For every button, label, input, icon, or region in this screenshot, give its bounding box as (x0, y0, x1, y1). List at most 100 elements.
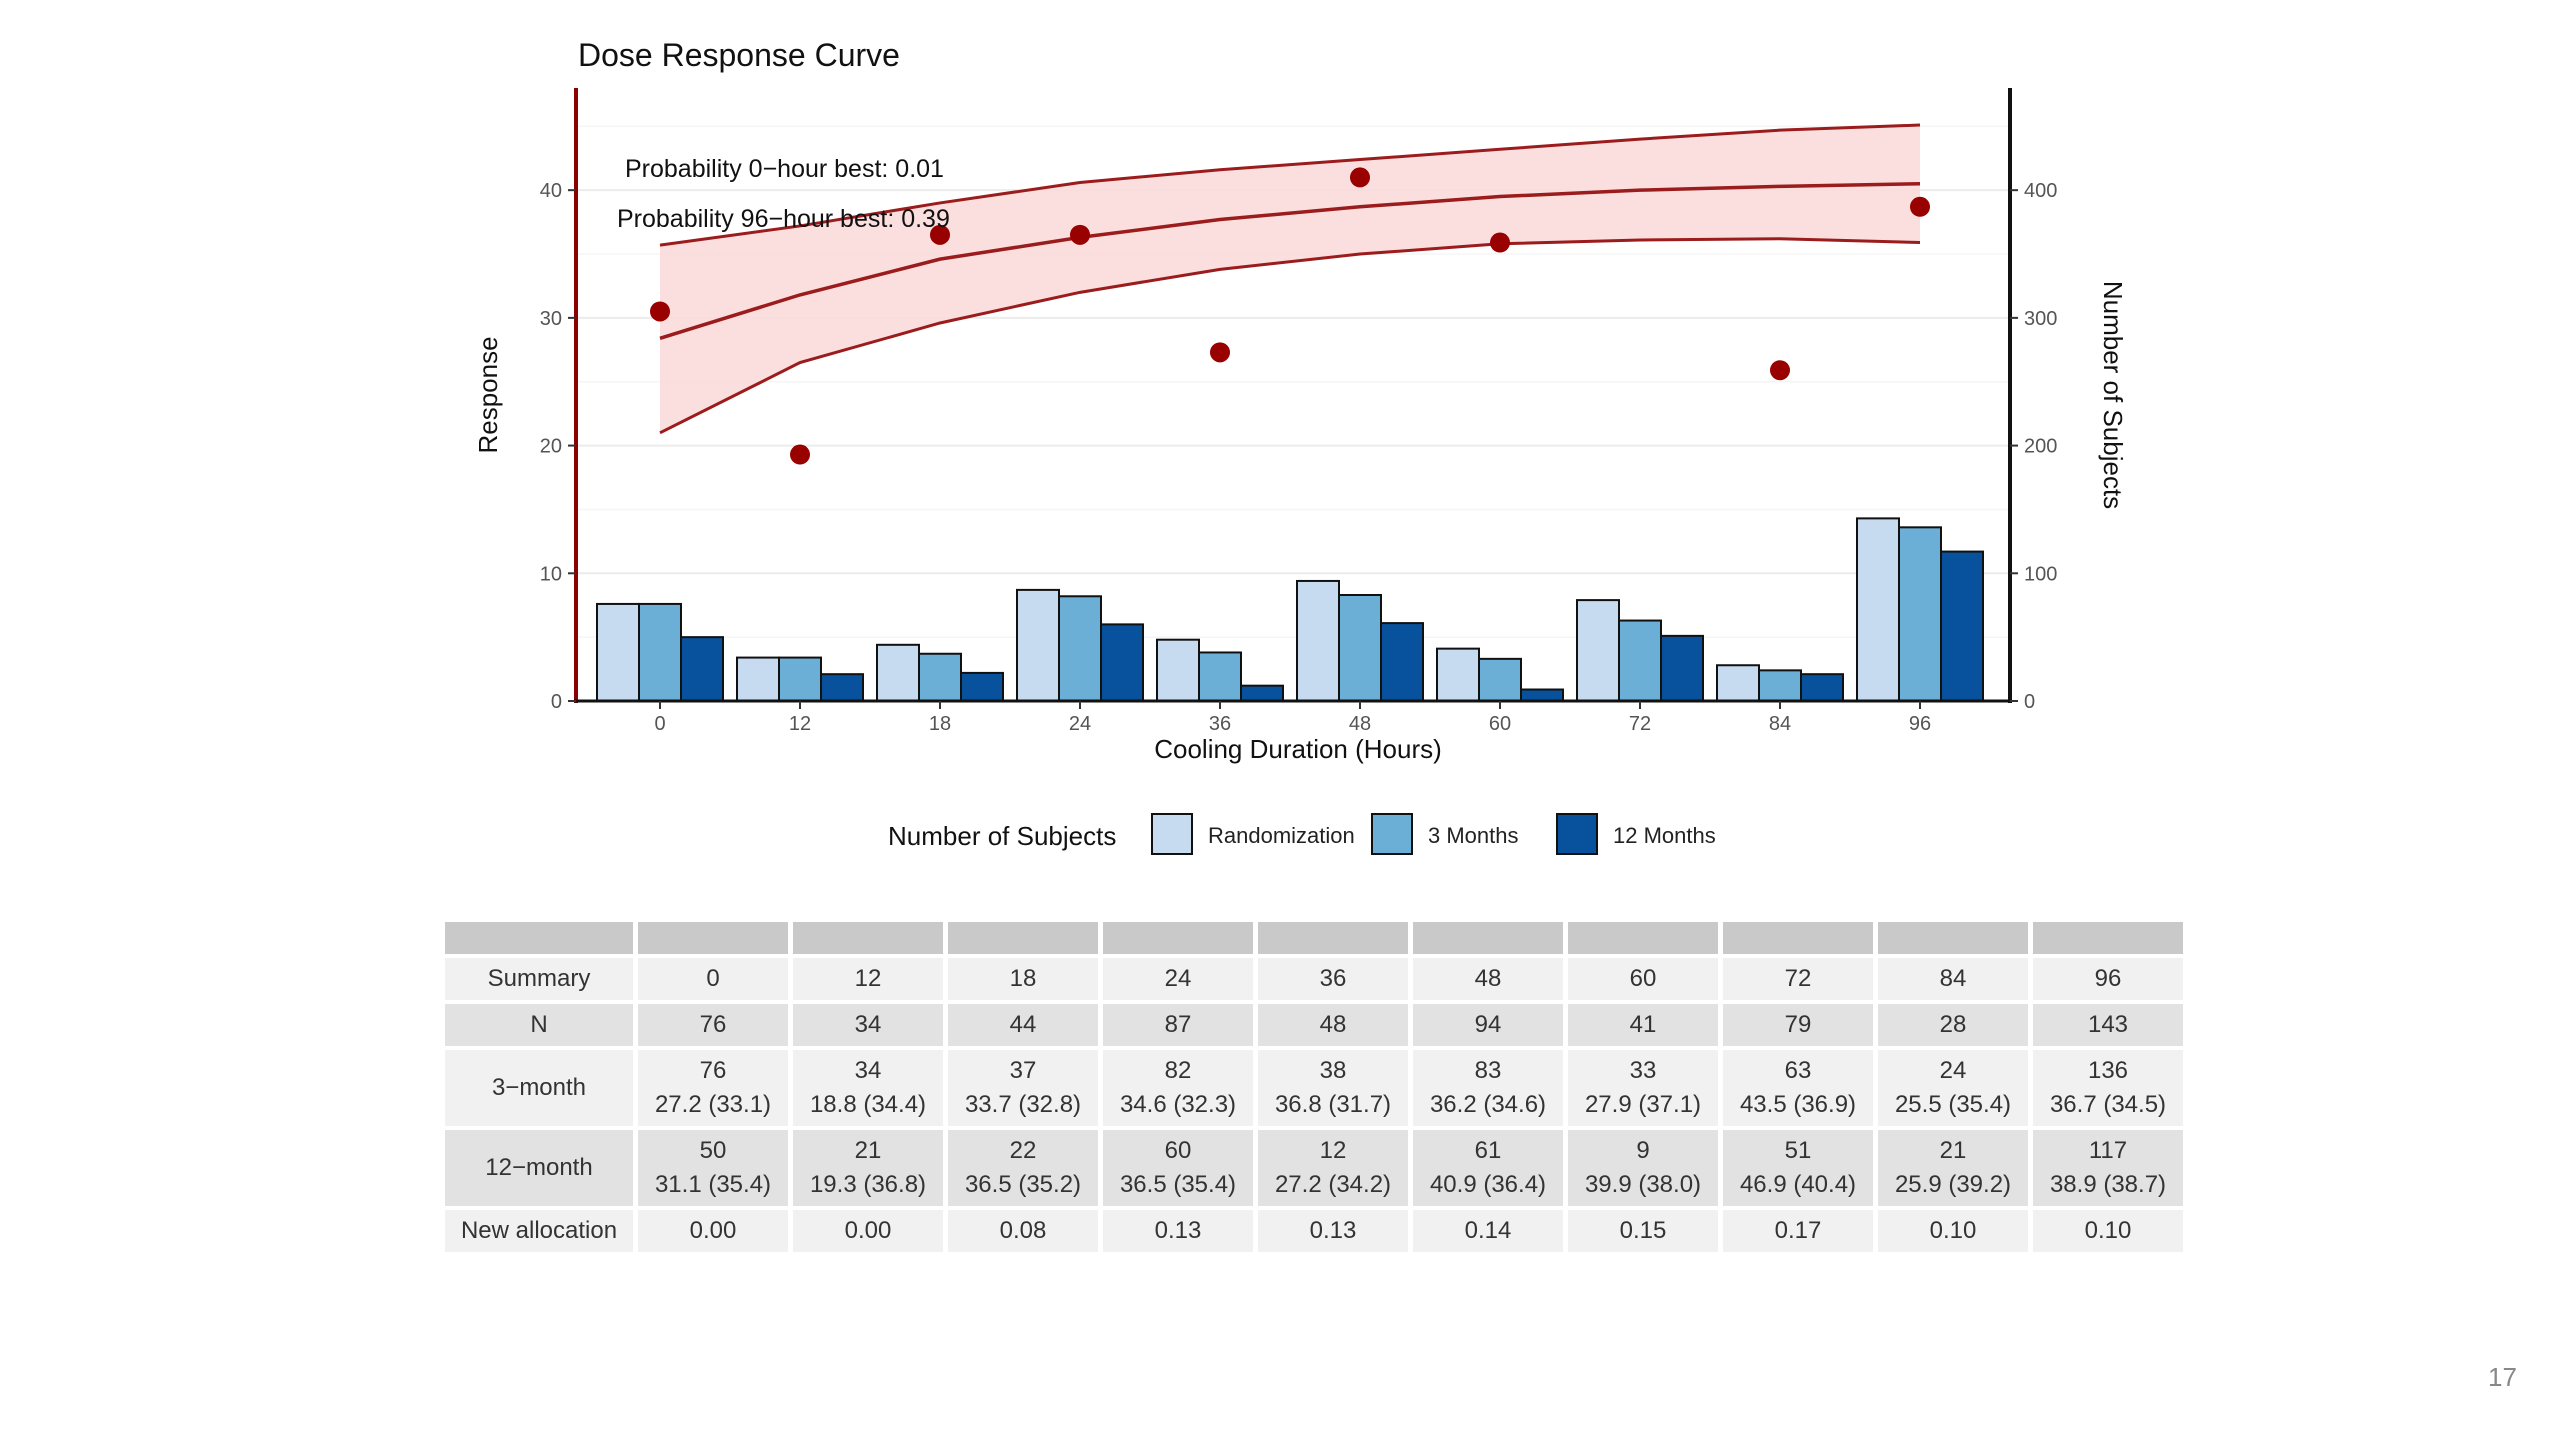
cell-count: 51 (1784, 1137, 1812, 1164)
cell-mean-sd: 36.5 (35.2) (964, 1171, 1082, 1198)
table-cell: 50 31.1 (35.4) (638, 1130, 788, 1206)
table-cell: 24 (1103, 958, 1253, 1000)
observed-point (1350, 167, 1370, 188)
table-cell: N (445, 1004, 633, 1046)
table-cell: 83 36.2 (34.6) (1413, 1050, 1563, 1126)
bar (1576, 599, 1620, 702)
table-cell: 0.14 (1413, 1210, 1563, 1252)
legend-label: 12 Months (1613, 823, 1716, 848)
cell-mean-sd: 38.9 (38.7) (2049, 1171, 2167, 1198)
table-cell: 0.10 (1878, 1210, 2028, 1252)
x-tick-label: 18 (929, 713, 951, 735)
table-cell: 82 34.6 (32.3) (1103, 1050, 1253, 1126)
bar (1520, 688, 1564, 702)
cell-count: 83 (1474, 1057, 1502, 1084)
table-cell: 41 (1568, 1004, 1718, 1046)
table-cell: 12 27.2 (34.2) (1258, 1130, 1408, 1206)
table-cell: 21 19.3 (36.8) (793, 1130, 943, 1206)
cell-count: 60 (1164, 1137, 1192, 1164)
legend-swatch (1371, 813, 1413, 855)
bar (1898, 526, 1942, 702)
table-cell: 18 (948, 958, 1098, 1000)
table-cell: 63 43.5 (36.9) (1723, 1050, 1873, 1126)
table-cell: 33 27.9 (37.1) (1568, 1050, 1718, 1126)
y-tick-label: 30 (540, 308, 562, 330)
cell-mean-sd: 33.7 (32.8) (964, 1091, 1082, 1118)
cell-count: 136 (2087, 1057, 2129, 1084)
x-tick-label: 72 (1629, 713, 1651, 735)
cell-count: 76 (699, 1057, 727, 1084)
cell-mean-sd: 27.9 (37.1) (1584, 1091, 1702, 1118)
x-tick-label: 84 (1769, 713, 1791, 735)
cell-count: 63 (1784, 1057, 1812, 1084)
table-row-new-allocation: New allocation 0.00 0.00 0.08 0.13 0.13 … (445, 1210, 2183, 1252)
table-cell: 36 (1258, 958, 1408, 1000)
legend-label: 3 Months (1428, 823, 1519, 848)
observed-point (790, 444, 810, 465)
chart-title: Dose Response Curve (578, 37, 900, 73)
x-tick-label: 48 (1349, 713, 1371, 735)
table-header-cell (793, 922, 943, 954)
y-tick-label: 20 (540, 436, 562, 458)
cell-count: 21 (1939, 1137, 1967, 1164)
cell-mean-sd: 25.9 (39.2) (1894, 1171, 2012, 1198)
table-cell: 22 36.5 (35.2) (948, 1130, 1098, 1206)
table-cell: 24 25.5 (35.4) (1878, 1050, 2028, 1126)
bar (1240, 684, 1284, 702)
table-cell: 44 (948, 1004, 1098, 1046)
bar (960, 671, 1004, 703)
table-header-cell (1413, 922, 1563, 954)
table-cell: 0.13 (1258, 1210, 1408, 1252)
table-cell: 60 (1568, 958, 1718, 1000)
table-header-cell (1568, 922, 1718, 954)
table-cell: 51 46.9 (40.4) (1723, 1130, 1873, 1206)
table-cell: Summary (445, 958, 633, 1000)
legend-swatch (1151, 813, 1193, 855)
summary-table: Summary 0 12 18 24 36 48 60 72 84 96 N 7… (440, 918, 2188, 1256)
cell-mean-sd: 36.2 (34.6) (1429, 1091, 1547, 1118)
bar (1856, 517, 1900, 702)
cell-mean-sd: 27.2 (34.2) (1274, 1171, 1392, 1198)
cell-mean-sd: 36.8 (31.7) (1274, 1091, 1392, 1118)
table-header-cell (1878, 922, 2028, 954)
cell-mean-sd: 34.6 (32.3) (1119, 1091, 1237, 1118)
cell-mean-sd: 19.3 (36.8) (809, 1171, 927, 1198)
x-tick-label: 36 (1209, 713, 1231, 735)
bar (596, 602, 640, 702)
table-cell: 0.17 (1723, 1210, 1873, 1252)
observed-point (1210, 342, 1230, 363)
x-tick-label: 96 (1909, 713, 1931, 735)
table-cell: 84 (1878, 958, 2028, 1000)
observed-point (1770, 360, 1790, 381)
table-cell: 96 (2033, 958, 2183, 1000)
table-header-row (445, 922, 2183, 954)
table-cell: 76 27.2 (33.1) (638, 1050, 788, 1126)
cell-mean-sd: 31.1 (35.4) (654, 1171, 772, 1198)
bar (680, 636, 724, 702)
table-row-summary: Summary 0 12 18 24 36 48 60 72 84 96 (445, 958, 2183, 1000)
table-cell: 0.13 (1103, 1210, 1253, 1252)
cell-count: 38 (1319, 1057, 1347, 1084)
curve-mean (659, 182, 1921, 340)
observed-point (1910, 196, 1930, 217)
table-cell: 34 (793, 1004, 943, 1046)
table-cell: 3−month (445, 1050, 633, 1126)
cell-count: 34 (854, 1057, 882, 1084)
cell-mean-sd: 46.9 (40.4) (1739, 1171, 1857, 1198)
bar (1296, 579, 1340, 702)
table-cell: 76 (638, 1004, 788, 1046)
table-header-cell (1723, 922, 1873, 954)
cell-mean-sd: 36.7 (34.5) (2049, 1091, 2167, 1118)
annotation-0-hour: Probability 0−hour best: 0.01 (625, 155, 944, 183)
cell-mean-sd: 43.5 (36.9) (1739, 1091, 1857, 1118)
cell-count: 9 (1636, 1137, 1650, 1164)
table-cell: 61 40.9 (36.4) (1413, 1130, 1563, 1206)
table-row-12-month: 12−month 50 31.1 (35.4) 21 19.3 (36.8) 22 3… (445, 1130, 2183, 1206)
observed-point (650, 301, 670, 322)
bar (1940, 550, 1984, 702)
cell-mean-sd: 25.5 (35.4) (1894, 1091, 2012, 1118)
annotation-96-hour: Probability 96−hour best: 0.39 (617, 205, 950, 233)
cell-count: 82 (1164, 1057, 1192, 1084)
table-cell: 38 36.8 (31.7) (1258, 1050, 1408, 1126)
